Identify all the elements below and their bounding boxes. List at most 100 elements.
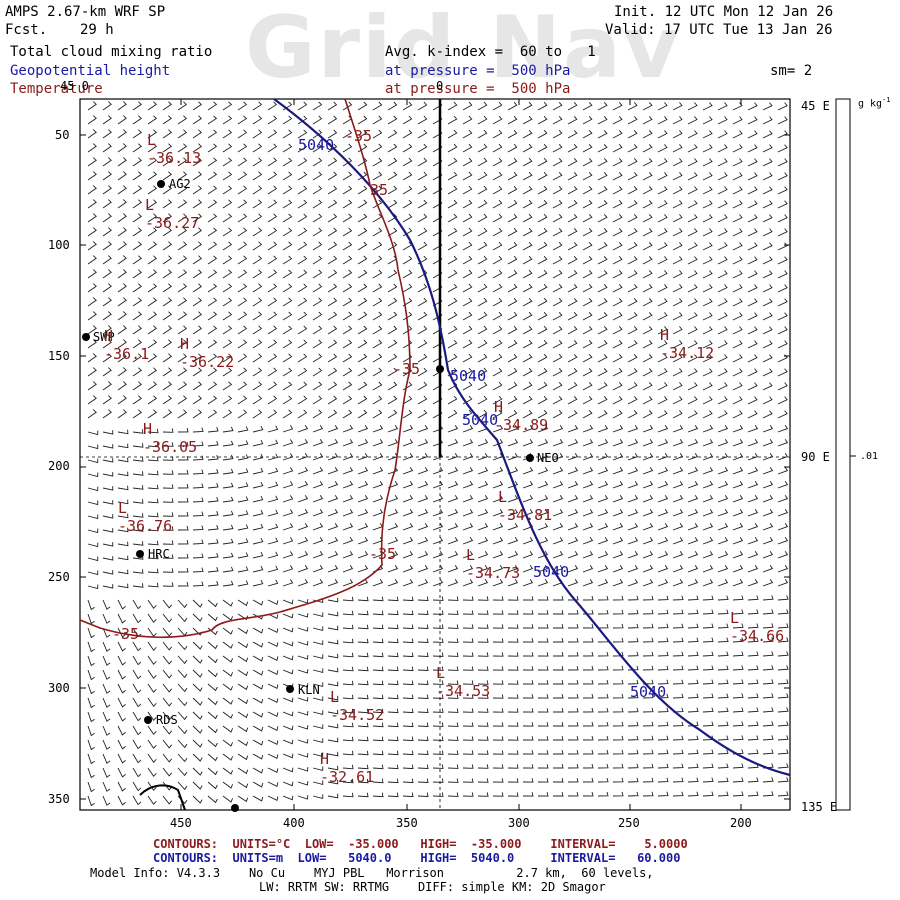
wind-barb bbox=[492, 694, 504, 699]
wind-barb bbox=[447, 708, 459, 713]
wind-barb bbox=[597, 424, 609, 433]
wind-barb bbox=[597, 116, 608, 125]
wind-barb bbox=[762, 522, 774, 531]
wind-barb bbox=[687, 679, 699, 685]
wind-barb bbox=[462, 596, 474, 601]
wind-barb bbox=[327, 283, 338, 293]
wind-barb bbox=[357, 680, 369, 686]
wind-barb bbox=[372, 115, 383, 125]
wind-barb bbox=[612, 130, 623, 139]
station-dot bbox=[436, 365, 444, 373]
wind-barb bbox=[222, 213, 233, 223]
wind-barb bbox=[597, 102, 608, 111]
wind-barb bbox=[642, 508, 654, 517]
wind-barb bbox=[297, 213, 308, 223]
wind-barb bbox=[567, 396, 578, 405]
wind-barb bbox=[237, 269, 248, 279]
wind-barb bbox=[762, 284, 773, 293]
wind-barb bbox=[447, 722, 459, 727]
wind-barb bbox=[717, 298, 728, 307]
wind-barb bbox=[687, 693, 699, 699]
wind-barb bbox=[177, 697, 188, 707]
wind-barb bbox=[387, 129, 398, 139]
wind-barb bbox=[567, 116, 578, 125]
wind-barb bbox=[492, 129, 503, 139]
wind-barb bbox=[282, 537, 294, 545]
wind-barb bbox=[132, 599, 142, 610]
wind-barb bbox=[537, 143, 548, 153]
wind-barb bbox=[477, 325, 488, 335]
wind-barb bbox=[147, 655, 157, 666]
wind-barb bbox=[207, 641, 218, 650]
wind-barb bbox=[717, 466, 729, 475]
wind-barb bbox=[732, 186, 743, 195]
wind-barb bbox=[87, 157, 97, 167]
wind-barb bbox=[342, 311, 353, 321]
wind-barb bbox=[522, 666, 534, 671]
wind-barb bbox=[642, 382, 653, 391]
wind-barb bbox=[252, 523, 264, 531]
wind-barb bbox=[717, 791, 729, 797]
wind-barb bbox=[702, 298, 713, 307]
wind-barb bbox=[717, 312, 728, 321]
wind-barb bbox=[282, 495, 294, 503]
wind-barb bbox=[102, 367, 112, 377]
wind-barb bbox=[717, 326, 728, 335]
wind-barb bbox=[237, 795, 249, 803]
wind-barb bbox=[372, 199, 383, 209]
wind-barb bbox=[387, 241, 398, 251]
wind-barb bbox=[117, 599, 126, 610]
wind-barb bbox=[567, 102, 578, 111]
wind-barb bbox=[207, 311, 218, 321]
wind-barb bbox=[777, 144, 788, 153]
height-contour bbox=[273, 98, 791, 777]
wind-barb bbox=[297, 424, 309, 433]
wind-barb bbox=[702, 326, 713, 335]
wind-barb bbox=[387, 708, 399, 714]
wind-barb bbox=[462, 708, 474, 713]
wind-barb bbox=[597, 609, 609, 615]
wind-barb bbox=[492, 736, 504, 741]
wind-barb bbox=[177, 255, 188, 265]
wind-barb bbox=[357, 353, 368, 363]
wind-barb bbox=[417, 171, 428, 181]
wind-barb bbox=[87, 528, 99, 534]
wind-barb bbox=[192, 213, 203, 223]
wind-barb bbox=[402, 115, 413, 125]
wind-barb bbox=[222, 367, 233, 377]
wind-barb bbox=[237, 613, 249, 621]
wind-barb bbox=[747, 354, 758, 363]
wind-barb bbox=[732, 326, 743, 335]
wind-barb bbox=[462, 367, 473, 377]
wind-barb bbox=[402, 213, 413, 223]
wind-barb bbox=[282, 425, 294, 433]
wind-barb bbox=[162, 241, 173, 251]
wind-barb bbox=[102, 409, 112, 419]
wind-barb bbox=[87, 395, 97, 405]
wind-barb bbox=[597, 340, 608, 349]
wind-barb bbox=[492, 494, 504, 503]
wind-barb bbox=[417, 764, 429, 769]
wind-barb bbox=[612, 735, 624, 741]
wind-barb bbox=[237, 454, 249, 461]
wind-barb bbox=[87, 514, 99, 520]
wind-barb bbox=[462, 213, 473, 223]
wind-barb bbox=[492, 480, 504, 489]
wind-barb bbox=[237, 599, 249, 607]
wind-barb bbox=[162, 409, 173, 419]
wind-barb bbox=[252, 311, 263, 321]
wind-barb bbox=[582, 707, 594, 713]
wind-barb bbox=[672, 102, 683, 111]
wind-barb bbox=[462, 680, 474, 685]
wind-barb bbox=[507, 409, 518, 419]
wind-barb bbox=[657, 242, 668, 251]
wind-barb bbox=[297, 641, 309, 646]
wind-barb bbox=[492, 395, 503, 405]
wind-barb bbox=[162, 599, 173, 609]
wind-barb bbox=[447, 652, 459, 657]
wind-barb bbox=[582, 494, 594, 503]
wind-barb bbox=[447, 185, 458, 195]
wind-barb bbox=[252, 269, 263, 279]
wind-barb bbox=[417, 792, 429, 797]
wind-barb bbox=[402, 311, 413, 321]
